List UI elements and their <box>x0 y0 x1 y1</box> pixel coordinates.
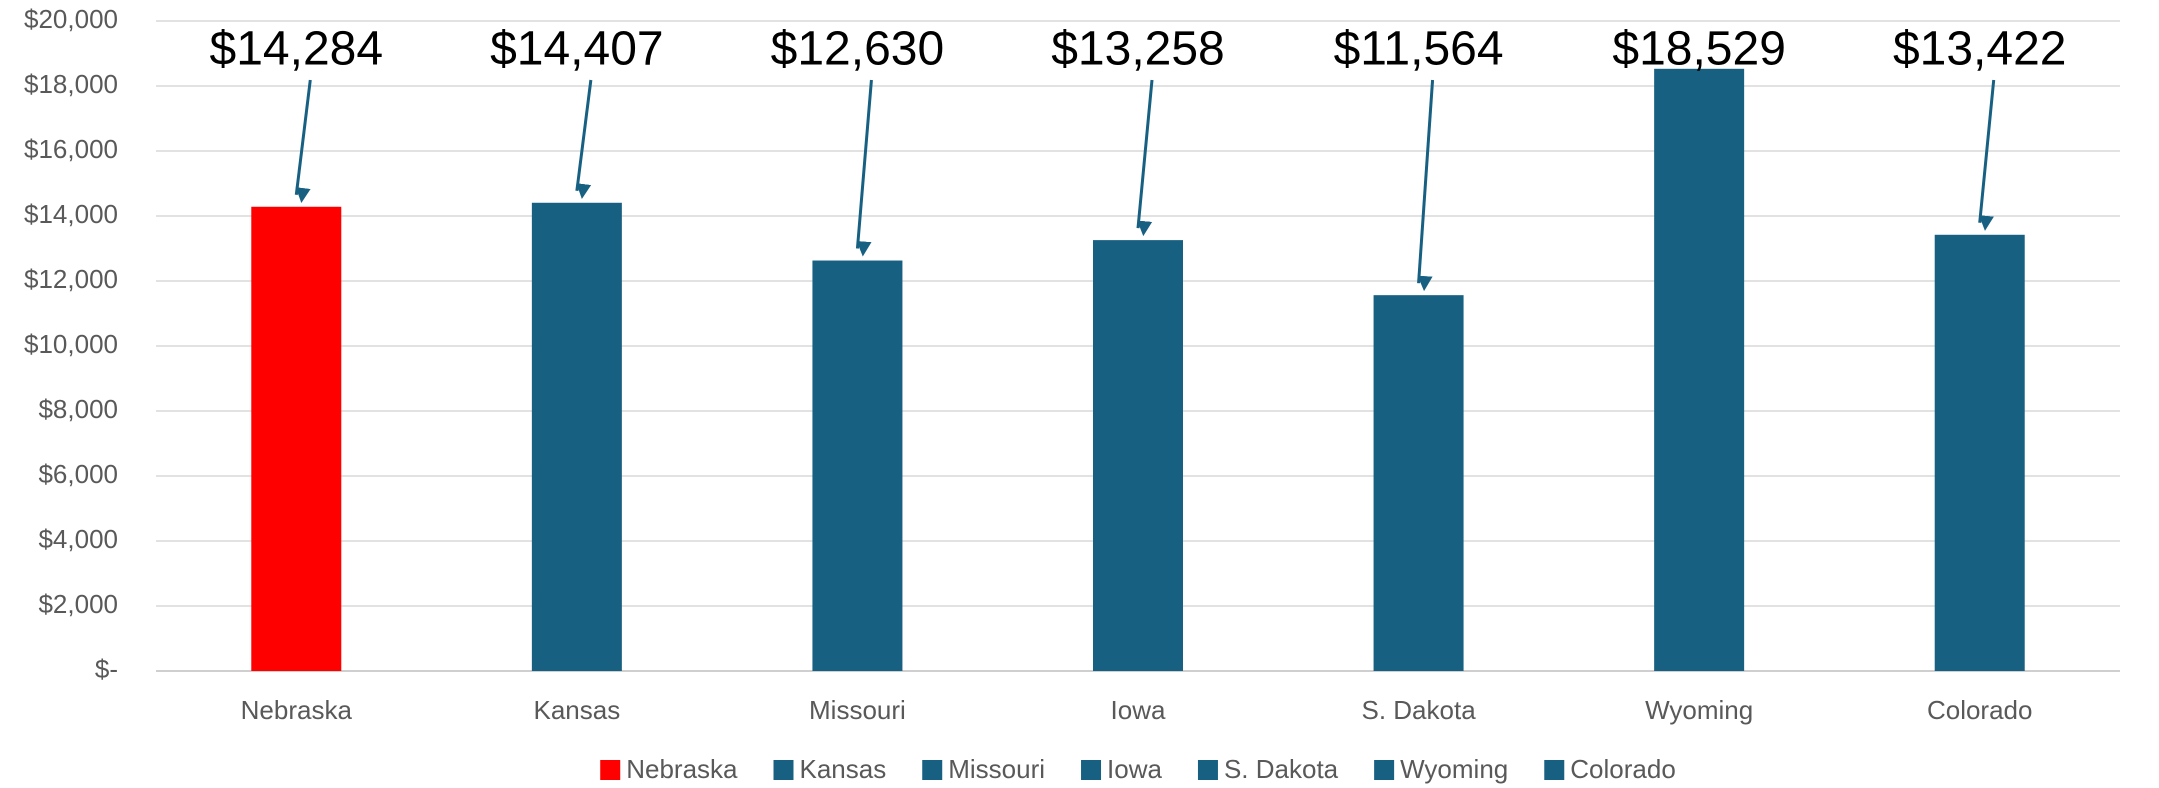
y-tick-label: $6,000 <box>38 459 118 489</box>
value-label: $13,422 <box>1893 23 2067 76</box>
annotation-arrow <box>1136 79 1154 237</box>
legend-label: Colorado <box>1570 754 1676 784</box>
annotation-arrow <box>294 79 312 203</box>
y-tick-label: $12,000 <box>24 264 118 294</box>
y-tick-label: $10,000 <box>24 329 118 359</box>
bar <box>1093 240 1183 672</box>
bar <box>1373 295 1464 671</box>
annotation-arrow <box>575 79 593 199</box>
annotation-arrow <box>1417 79 1435 292</box>
legend-swatch <box>600 760 621 780</box>
legend-swatch <box>1544 760 1565 780</box>
legend-label: Wyoming <box>1400 754 1508 784</box>
legend-swatch <box>922 760 943 780</box>
bar <box>251 206 342 671</box>
x-tick-label: Iowa <box>1111 695 1166 725</box>
x-tick-label: Kansas <box>533 695 620 725</box>
y-tick-label: $4,000 <box>38 524 118 554</box>
legend-swatch <box>1374 760 1395 780</box>
y-tick-label: $16,000 <box>24 134 118 164</box>
annotation-arrow <box>855 79 873 257</box>
value-label: $18,529 <box>1612 23 1786 76</box>
bar <box>1934 234 2025 671</box>
legend-label: Missouri <box>948 754 1045 784</box>
x-tick-label: Missouri <box>809 695 906 725</box>
legend-swatch <box>773 760 794 780</box>
value-label: $13,258 <box>1051 23 1225 76</box>
x-tick-label: S. Dakota <box>1361 695 1476 725</box>
bar <box>1654 68 1745 672</box>
x-tick-label: Colorado <box>1927 695 2033 725</box>
legend-label: S. Dakota <box>1224 754 1339 784</box>
x-tick-label: Wyoming <box>1645 695 1753 725</box>
value-label: $14,284 <box>210 23 384 76</box>
legend-label: Kansas <box>800 754 887 784</box>
y-tick-label: $8,000 <box>38 394 118 424</box>
x-tick-label: Nebraska <box>241 695 353 725</box>
annotation-arrow <box>1978 79 1996 231</box>
legend-swatch <box>1081 760 1102 780</box>
legend-label: Nebraska <box>626 754 738 784</box>
value-label: $11,564 <box>1334 23 1504 76</box>
bar <box>812 260 903 671</box>
y-tick-label: $- <box>95 654 118 684</box>
legend: Nebraska Kansas Missouri Iowa S. Dakota Wyomi… <box>600 754 1676 784</box>
y-tick-label: $20,000 <box>24 4 118 34</box>
y-tick-label: $18,000 <box>24 69 118 99</box>
bar <box>531 202 622 671</box>
y-tick-label: $14,000 <box>24 199 118 229</box>
legend-label: Iowa <box>1107 754 1162 784</box>
value-label: $14,407 <box>490 23 664 76</box>
value-label: $12,630 <box>771 23 945 76</box>
y-tick-label: $2,000 <box>38 589 118 619</box>
legend-swatch <box>1197 760 1218 780</box>
